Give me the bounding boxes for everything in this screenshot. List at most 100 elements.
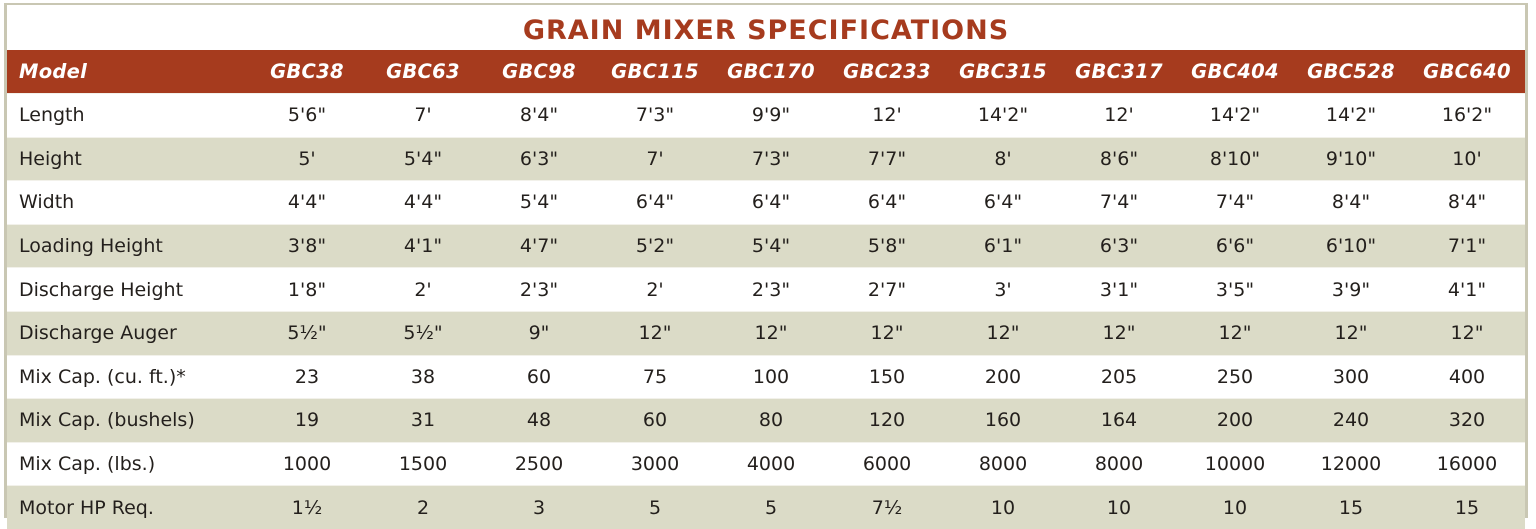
table-cell: 200 [984, 365, 1022, 388]
row-label: Mix Cap. (cu. ft.)* [19, 365, 186, 388]
table-cell: 48 [526, 409, 552, 432]
table-cell: 7'3" [635, 104, 675, 127]
table-row: Discharge Auger 5½" 5½" 9" 12" 12" 12" 12" 12" 12… [7, 311, 1525, 356]
header-model-gbc38: GBC38 [270, 60, 344, 83]
table-cell: 15 [1454, 496, 1480, 519]
table-cell: 60 [526, 365, 552, 388]
table-cell: 7' [414, 104, 432, 127]
table-cell: 2' [646, 278, 664, 301]
table-row: Width 4'4" 4'4" 5'4" 6'4" 6'4" 6'4" 6'4" 7'4" 7'4… [7, 180, 1525, 225]
table-cell: 5'2" [635, 235, 675, 258]
header-model-gbc170: GBC170 [727, 60, 815, 83]
table-cell: 12' [1104, 104, 1134, 127]
table-cell: 12" [1218, 322, 1252, 345]
table-row: Mix Cap. (bushels) 19 31 48 60 80 120 160 164 200… [7, 398, 1525, 443]
table-row: Discharge Height 1'8" 2' 2'3" 2' 2'3" 2'7" 3' 3'… [7, 267, 1525, 312]
table-cell: 300 [1332, 365, 1370, 388]
table-cell: 200 [1216, 409, 1254, 432]
table-cell: 12" [870, 322, 904, 345]
table-cell: 12' [872, 104, 902, 127]
table-cell: 4'1" [1447, 278, 1487, 301]
table-cell: 4000 [746, 453, 796, 476]
table-cell: 5½" [403, 322, 443, 345]
table-cell: 10 [990, 496, 1016, 519]
header-model-gbc98: GBC98 [502, 60, 576, 83]
table-cell: 10 [1222, 496, 1248, 519]
table-cell: 5'4" [403, 147, 443, 170]
page-title: GRAIN MIXER SPECIFICATIONS [522, 15, 1010, 46]
table-cell: 4'1" [403, 235, 443, 258]
table-cell: 14'2" [977, 104, 1029, 127]
table-cell: 10' [1452, 147, 1482, 170]
table-cell: 2'7" [867, 278, 907, 301]
table-cell: 12" [1102, 322, 1136, 345]
table-cell: 8'10" [1209, 147, 1261, 170]
table-cell: 9" [528, 322, 550, 345]
header-model-gbc115: GBC115 [611, 60, 699, 83]
table-cell: 12" [986, 322, 1020, 345]
table-cell: 15 [1338, 496, 1364, 519]
spec-table: Model GBC38 GBC63 GBC98 GBC115 GBC170 GBC233 G… [7, 50, 1525, 529]
table-cell: 80 [758, 409, 784, 432]
table-cell: 4'4" [287, 191, 327, 214]
table-cell: 250 [1216, 365, 1254, 388]
row-label: Length [19, 104, 85, 127]
table-cell: 5' [298, 147, 316, 170]
table-cell: 3'1" [1099, 278, 1139, 301]
table-cell: 8' [994, 147, 1012, 170]
row-label: Height [19, 147, 82, 170]
table-cell: 75 [642, 365, 668, 388]
header-model-gbc63: GBC63 [386, 60, 460, 83]
table-cell: 5'4" [751, 235, 791, 258]
row-label: Mix Cap. (bushels) [19, 409, 195, 432]
table-cell: 100 [752, 365, 790, 388]
row-label: Mix Cap. (lbs.) [19, 453, 156, 476]
header-model-label: Model [19, 60, 88, 83]
table-cell: 10 [1106, 496, 1132, 519]
table-cell: 7'4" [1215, 191, 1255, 214]
table-cell: 31 [410, 409, 436, 432]
table-cell: 8000 [978, 453, 1028, 476]
table-cell: 3'9" [1331, 278, 1371, 301]
table-cell: 160 [984, 409, 1022, 432]
table-cell: 23 [294, 365, 320, 388]
table-cell: 12" [638, 322, 672, 345]
header-model-gbc315: GBC315 [959, 60, 1047, 83]
table-cell: 12" [754, 322, 788, 345]
table-cell: 16000 [1436, 453, 1498, 476]
table-cell: 7'3" [751, 147, 791, 170]
header-model-gbc233: GBC233 [843, 60, 931, 83]
row-label: Motor HP Req. [19, 496, 154, 519]
table-cell: 2500 [514, 453, 564, 476]
table-cell: 7'4" [1099, 191, 1139, 214]
table-row: Height 5' 5'4" 6'3" 7' 7'3" 7'7" 8' 8'6" 8'10" 9'1… [7, 137, 1525, 181]
table-cell: 8'4" [1331, 191, 1371, 214]
table-cell: 12" [1450, 322, 1484, 345]
table-cell: 8000 [1094, 453, 1144, 476]
row-label: Loading Height [19, 235, 163, 258]
table-cell: 6000 [862, 453, 912, 476]
table-cell: 3000 [630, 453, 680, 476]
table-cell: 4'7" [519, 235, 559, 258]
table-cell: 19 [294, 409, 320, 432]
table-cell: 38 [410, 365, 436, 388]
table-cell: 7'1" [1447, 235, 1487, 258]
table-cell: 5 [648, 496, 662, 519]
table-cell: 14'2" [1209, 104, 1261, 127]
table-cell: 320 [1448, 409, 1486, 432]
table-cell: 8'4" [519, 104, 559, 127]
table-cell: 6'4" [635, 191, 675, 214]
table-cell: 5'4" [519, 191, 559, 214]
table-cell: 6'4" [983, 191, 1023, 214]
table-cell: 400 [1448, 365, 1486, 388]
table-cell: 1'8" [287, 278, 327, 301]
table-cell: 3' [994, 278, 1012, 301]
table-cell: 7'7" [867, 147, 907, 170]
table-cell: 5'6" [287, 104, 327, 127]
row-label: Discharge Height [19, 278, 184, 301]
table-cell: 3'5" [1215, 278, 1255, 301]
spec-table-frame: GRAIN MIXER SPECIFICATIONS Model GBC38 GB… [4, 3, 1528, 529]
table-cell: 3 [532, 496, 546, 519]
table-cell: 6'3" [1099, 235, 1139, 258]
table-cell: 10000 [1204, 453, 1266, 476]
